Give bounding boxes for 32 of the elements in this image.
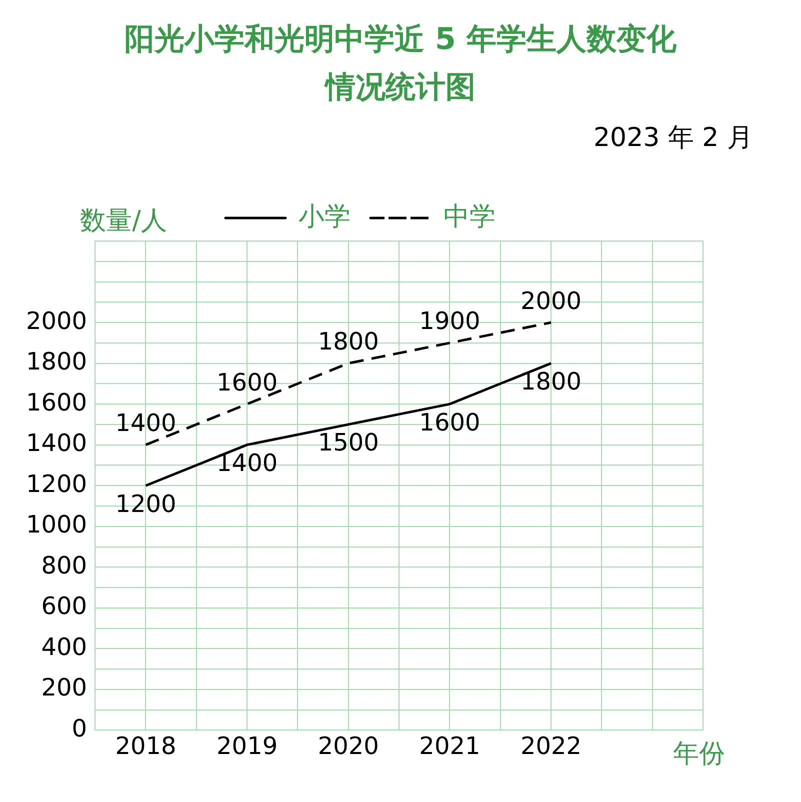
x-tick-label: 2019 <box>216 732 278 760</box>
x-tick-label: 2021 <box>419 732 480 760</box>
y-tick-label: 600 <box>41 592 88 620</box>
data-label: 1900 <box>419 307 480 336</box>
x-axis-title: 年份 <box>673 738 725 769</box>
y-tick-label: 1200 <box>26 470 88 498</box>
text: 2023 年 2 月 <box>592 122 754 155</box>
data-label: 2000 <box>520 286 582 315</box>
y-tick-label: 200 <box>41 674 88 702</box>
x-tick-label: 2022 <box>520 732 582 760</box>
y-tick-label: 1600 <box>26 388 88 416</box>
data-label: 1600 <box>419 408 480 436</box>
legend-label: 小学 <box>298 202 350 232</box>
data-label: 1800 <box>318 328 379 356</box>
data-label: 1800 <box>520 368 582 396</box>
y-tick-label: 800 <box>41 551 88 580</box>
chart-title: 阳光小学和光明中学近 5 年学生人数变化情况统计图 <box>124 21 678 107</box>
y-tick-label: 1800 <box>26 348 88 376</box>
data-label: 1200 <box>115 490 176 518</box>
y-tick-label: 400 <box>41 632 88 661</box>
y-tick-label: 1400 <box>26 429 88 458</box>
x-tick-label: 2018 <box>115 732 176 760</box>
data-label: 1500 <box>318 428 379 457</box>
x-tick-label: 2020 <box>318 732 379 760</box>
y-tick-label: 1000 <box>26 510 88 539</box>
data-label: 1600 <box>216 368 278 396</box>
data-label: 1400 <box>216 449 278 478</box>
y-tick-label: 0 <box>72 714 88 742</box>
y-tick-label: 2000 <box>26 306 88 335</box>
legend-label: 中学 <box>444 202 496 232</box>
data-label: 1400 <box>115 409 176 438</box>
y-axis-title: 数量/人 <box>80 206 167 236</box>
